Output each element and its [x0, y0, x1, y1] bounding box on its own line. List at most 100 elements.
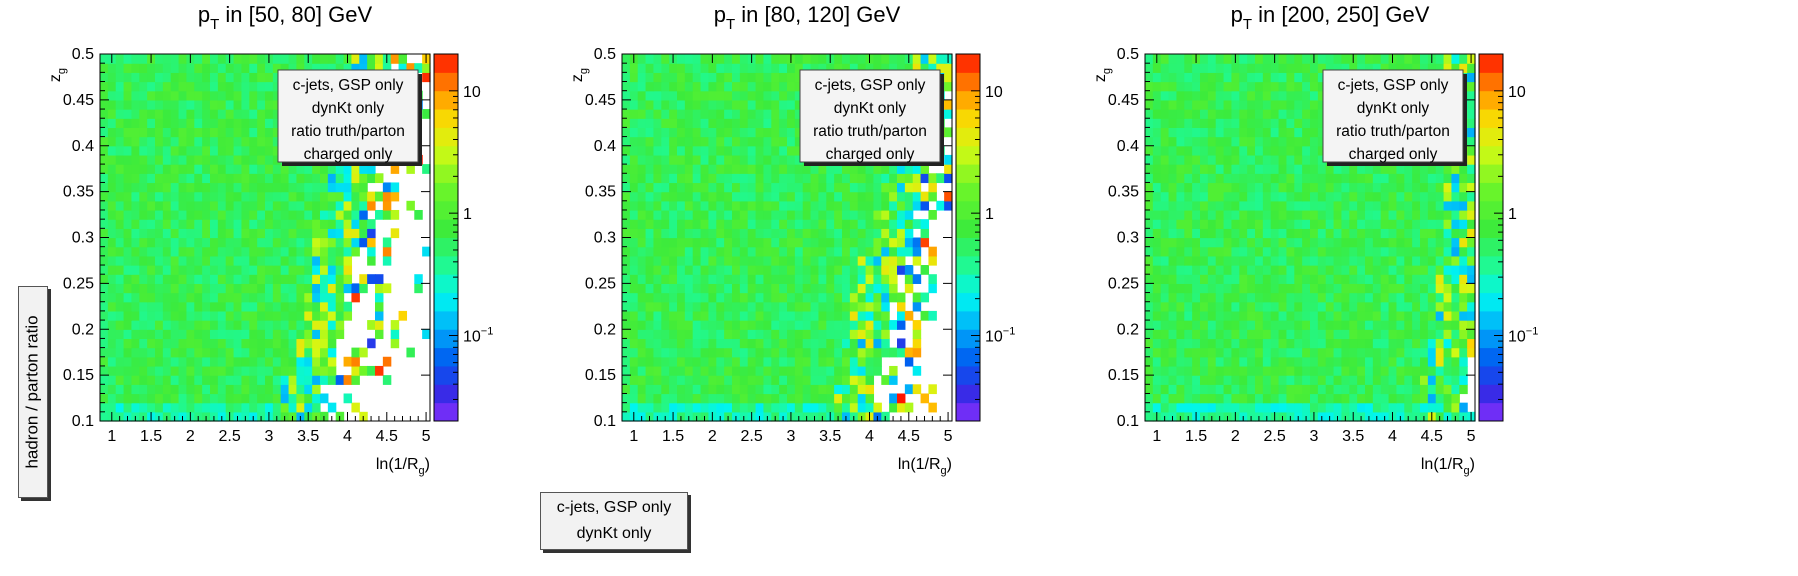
heatmap-cell: [692, 255, 702, 266]
heatmap-cell: [107, 173, 117, 184]
heatmap-cell: [716, 81, 725, 92]
heatmap-cell: [834, 310, 843, 321]
heatmap-cell: [1317, 393, 1327, 404]
heatmap-cell: [1357, 274, 1366, 284]
heatmap-cell: [889, 292, 898, 303]
heatmap-cell: [779, 209, 788, 220]
heatmap-cell: [1152, 145, 1162, 156]
heatmap-cell: [677, 54, 686, 64]
heatmap-cell: [257, 228, 266, 239]
heatmap-cell: [645, 72, 655, 83]
heatmap-cell: [1145, 393, 1154, 404]
heatmap-cell: [842, 365, 851, 376]
heatmap-cell: [739, 375, 749, 385]
heatmap-cell: [1262, 182, 1272, 193]
heatmap-cell: [1207, 136, 1217, 147]
heatmap-cell: [115, 402, 125, 413]
heatmap-cell: [1223, 154, 1233, 165]
heatmap-cell: [794, 145, 804, 156]
heatmap-cell: [1278, 237, 1288, 248]
heatmap-cell: [857, 402, 867, 413]
heatmap-cell: [1412, 200, 1421, 211]
heatmap-cell: [1160, 237, 1170, 248]
heatmap-cell: [912, 191, 922, 202]
color-bar-segment: [434, 329, 458, 349]
heatmap-cell: [202, 255, 211, 266]
heatmap-cell: [889, 274, 898, 284]
heatmap-cell: [629, 375, 639, 385]
heatmap-cell: [897, 246, 906, 257]
heatmap-cell: [645, 310, 655, 321]
heatmap-cell: [708, 384, 717, 395]
heatmap-cell: [724, 118, 733, 128]
heatmap-cell: [739, 310, 749, 321]
heatmap-cell: [865, 301, 875, 312]
heatmap-cell: [1365, 237, 1374, 248]
heatmap-cell: [1372, 237, 1382, 248]
heatmap-cell: [1388, 402, 1398, 413]
heatmap-cell: [265, 329, 274, 340]
heatmap-cell: [1349, 191, 1358, 202]
heatmap-cell: [645, 109, 655, 119]
heatmap-cell: [637, 154, 647, 165]
heatmap-cell: [637, 209, 647, 220]
heatmap-cell: [692, 72, 702, 83]
heatmap-cell: [123, 136, 133, 147]
heatmap-cell: [1239, 320, 1248, 330]
heatmap-cell: [708, 164, 717, 174]
heatmap-cell: [724, 246, 733, 257]
heatmap-cell: [1168, 237, 1178, 248]
color-bar-segment: [434, 310, 458, 330]
heatmap-cell: [1310, 356, 1319, 367]
heatmap-cell: [661, 274, 670, 284]
heatmap-cell: [115, 255, 125, 266]
heatmap-cell: [1317, 274, 1327, 284]
heatmap-cell: [779, 219, 788, 229]
heatmap-cell: [115, 136, 125, 147]
heatmap-cell: [1262, 237, 1272, 248]
heatmap-cell: [162, 118, 172, 128]
heatmap-cell: [1286, 329, 1295, 340]
heatmap-cell: [661, 347, 670, 358]
heatmap-cell: [755, 136, 765, 147]
heatmap-cell: [335, 329, 345, 340]
heatmap-cell: [1255, 283, 1264, 294]
heatmap-cell: [873, 320, 882, 330]
x-tick-label: 4: [343, 428, 352, 445]
heatmap-cell: [107, 365, 117, 376]
heatmap-cell: [123, 384, 133, 395]
heatmap-cell: [312, 292, 321, 303]
heatmap-cell: [1380, 255, 1390, 266]
heatmap-cell: [1349, 283, 1358, 294]
heatmap-cell: [1325, 219, 1335, 229]
heatmap-cell: [771, 182, 780, 193]
heatmap-cell: [779, 200, 788, 211]
heatmap-cell: [257, 301, 266, 312]
heatmap-cell: [771, 136, 780, 147]
heatmap-cell: [1404, 292, 1413, 303]
heatmap-cell: [771, 191, 780, 202]
heatmap-cell: [327, 301, 337, 312]
heatmap-cell: [771, 209, 780, 220]
heatmap-cell: [755, 99, 765, 110]
heatmap-cell: [849, 274, 859, 284]
heatmap-cell: [1310, 338, 1319, 349]
heatmap-cell: [669, 237, 678, 248]
heatmap-cell: [1231, 164, 1240, 174]
heatmap-cell: [865, 219, 875, 229]
heatmap-cell: [653, 329, 662, 340]
heatmap-cell: [398, 310, 408, 321]
heatmap-cell: [889, 164, 898, 174]
heatmap-cell: [178, 136, 188, 147]
heatmap-cell: [139, 219, 148, 229]
heatmap-cell: [732, 356, 741, 367]
heatmap-cell: [1365, 191, 1374, 202]
heatmap-cell: [178, 99, 188, 110]
heatmap-cell: [1380, 301, 1390, 312]
heatmap-cell: [771, 237, 780, 248]
heatmap-cell: [186, 219, 195, 229]
heatmap-cell: [873, 310, 882, 321]
heatmap-cell: [241, 255, 250, 266]
heatmap-cell: [139, 173, 148, 184]
heatmap-cell: [1215, 384, 1225, 395]
